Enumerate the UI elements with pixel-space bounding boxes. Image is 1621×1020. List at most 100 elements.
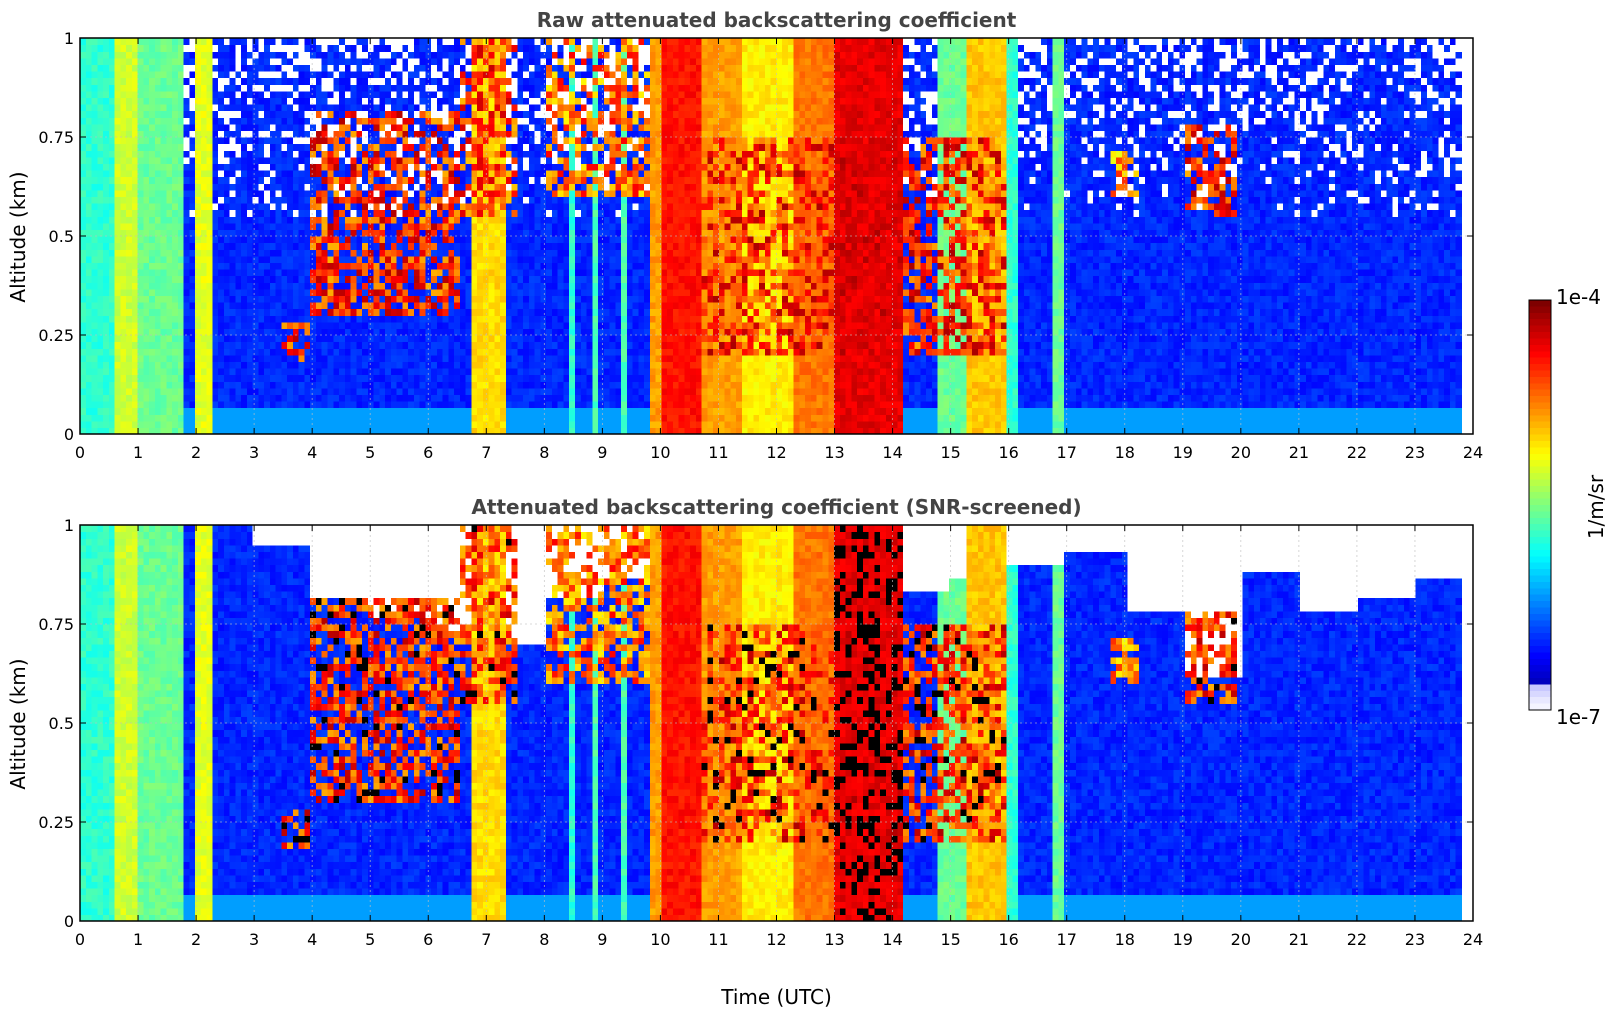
heatmap-cell [511,242,519,250]
heatmap-cell [189,156,196,164]
heatmap-cell [327,321,334,329]
heatmap-cell [540,381,547,389]
heatmap-cell [454,427,461,435]
heatmap-cell [246,315,254,323]
heatmap-cell [442,295,449,303]
heatmap-cell [137,269,144,277]
heatmap-cell [160,97,167,105]
heatmap-cell [471,110,478,118]
heatmap-cell [339,163,346,171]
heatmap-cell [477,156,484,164]
heatmap-cell [471,394,478,402]
heatmap-cell [517,321,524,329]
heatmap-cell [471,57,478,65]
heatmap-cell [126,341,133,349]
heatmap-cell [528,229,536,237]
heatmap-cell [494,203,501,211]
heatmap-cell [183,354,190,362]
heatmap-cell [396,77,403,85]
heatmap-cell [177,216,185,224]
heatmap-cell [154,335,162,343]
heatmap-cell [304,348,311,356]
heatmap-cell [436,137,444,145]
heatmap-cell [258,117,265,125]
heatmap-cell [373,288,380,296]
heatmap-cell [281,77,288,85]
heatmap-cell [500,308,507,316]
heatmap-cell [252,137,260,145]
heatmap-cell [413,387,421,395]
heatmap-cell [465,420,472,428]
heatmap-cell [471,315,478,323]
heatmap-cell [269,321,277,329]
heatmap-cell [172,414,179,422]
heatmap-cell [103,328,110,336]
heatmap-cell [327,176,334,184]
heatmap-cell [505,361,513,369]
heatmap-cell [379,123,386,131]
heatmap-cell [500,216,507,224]
heatmap-cell [540,249,547,257]
heatmap-cell [287,117,294,125]
heatmap-cell [264,216,271,224]
heatmap-cell [189,222,196,230]
heatmap-cell [287,321,294,329]
heatmap-cell [160,368,167,376]
heatmap-cell [80,315,87,323]
heatmap-cell [442,44,449,52]
heatmap-cell [218,288,225,296]
heatmap-cell [373,163,380,171]
heatmap-cell [511,262,519,270]
heatmap-cell [114,38,121,46]
heatmap-cell [80,414,87,422]
heatmap-cell [264,394,271,402]
heatmap-cell [269,209,277,217]
heatmap-cell [465,137,472,145]
heatmap-cell [195,335,202,343]
heatmap-cell [154,163,162,171]
heatmap-cell [120,295,127,303]
heatmap-cell [149,57,156,65]
heatmap-cell [321,97,329,105]
heatmap-cell [557,427,565,435]
heatmap-cell [413,156,421,164]
heatmap-cell [120,143,127,151]
heatmap-cell [367,130,375,138]
heatmap-cell [367,328,375,336]
heatmap-cell [269,420,277,428]
heatmap-cell [350,150,357,158]
heatmap-cell [327,51,334,59]
heatmap-cell [126,110,133,118]
heatmap-cell [517,183,524,191]
heatmap-cell [304,77,311,85]
heatmap-cell [298,348,306,356]
heatmap-cell [275,335,283,343]
heatmap-cell [120,374,127,382]
heatmap-cell [517,189,524,197]
heatmap-cell [85,249,93,257]
heatmap-cell [408,44,415,52]
heatmap-cell [448,110,455,118]
heatmap-cell [500,57,507,65]
heatmap-cell [413,150,421,158]
heatmap-cell [241,401,248,409]
heatmap-cell [505,104,513,112]
heatmap-cell [402,104,409,112]
heatmap-cell [149,242,156,250]
heatmap-cell [523,117,530,125]
heatmap-cell [500,38,507,46]
heatmap-cell [149,401,156,409]
heatmap-cell [137,130,144,138]
heatmap-cell [494,387,501,395]
heatmap-cell [298,196,306,204]
heatmap-cell [143,302,150,310]
heatmap-cell [402,328,409,336]
heatmap-cell [333,203,340,211]
heatmap-cell [436,64,444,72]
heatmap-cell [557,381,565,389]
heatmap-cell [523,341,530,349]
heatmap-cell [339,84,346,92]
heatmap-cell [292,275,300,283]
heatmap-cell [356,315,363,323]
heatmap-cell [523,255,530,263]
